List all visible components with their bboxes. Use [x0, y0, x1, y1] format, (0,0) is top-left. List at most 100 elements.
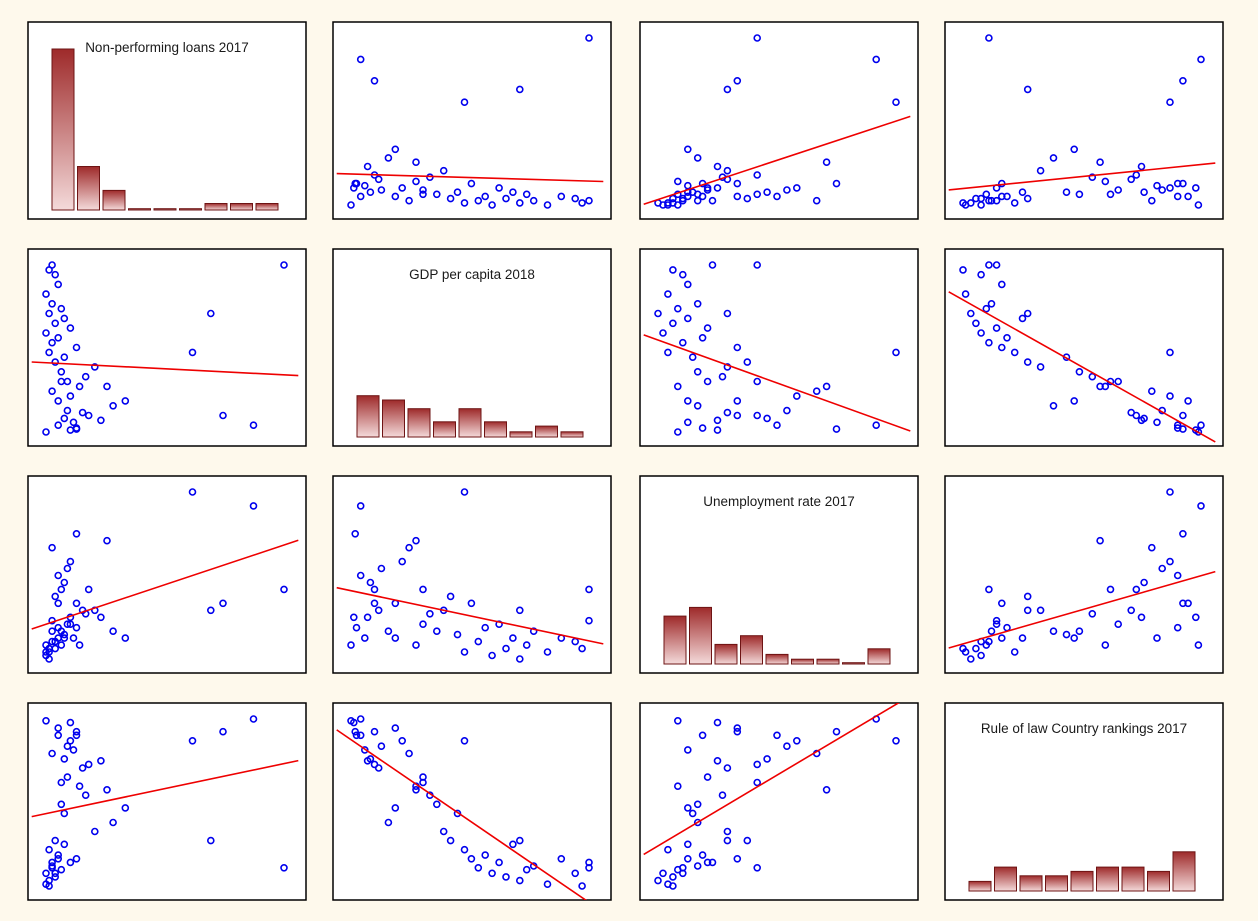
scatter-point	[1114, 620, 1122, 629]
panel-r1-c0	[27, 248, 307, 447]
scatter-point	[1127, 606, 1135, 615]
scatter-point	[977, 651, 985, 660]
scatter-point	[426, 609, 434, 618]
scatter-point	[972, 319, 980, 328]
scatter-point	[103, 382, 111, 391]
histogram-bar	[663, 615, 687, 665]
scatter-point	[188, 348, 197, 357]
histogram-bar	[714, 643, 738, 665]
scatter-point	[45, 309, 53, 318]
scatter-point	[51, 592, 60, 601]
scatter-point	[72, 854, 81, 863]
scatter-point	[1018, 634, 1027, 642]
scatter-point	[892, 98, 900, 106]
diagonal-title: Unemployment rate 2017	[703, 494, 855, 509]
scatter-point	[97, 416, 105, 425]
scatter-point	[103, 785, 111, 794]
scatter-point	[57, 585, 66, 594]
scatter-point	[103, 536, 111, 545]
scatter-point	[370, 599, 379, 608]
scatter-point	[723, 836, 732, 845]
regression-line	[336, 586, 604, 645]
scatter-point	[1106, 190, 1115, 199]
scatter-point	[1088, 173, 1097, 181]
histogram-bar	[560, 431, 584, 438]
regression-line	[948, 162, 1216, 191]
scatter-point	[673, 782, 682, 791]
histogram-bar	[689, 606, 712, 665]
scatter-point	[42, 329, 50, 337]
scatter-point	[982, 190, 991, 199]
scatter-point	[1153, 181, 1161, 190]
scatter-point	[723, 166, 732, 175]
scatter-point	[543, 201, 552, 209]
scatter-point	[48, 338, 56, 347]
scatter-point	[753, 261, 762, 269]
scatter-point	[733, 727, 742, 736]
scatter-point	[578, 882, 586, 890]
scatter-point	[1179, 599, 1187, 608]
scatter-point	[683, 840, 692, 849]
histogram-bar	[968, 880, 992, 892]
scatter-point	[743, 194, 752, 203]
scatter-point	[1148, 387, 1156, 396]
scatter-point	[972, 644, 980, 653]
scatter-point	[543, 880, 552, 889]
scatter-point	[959, 644, 967, 653]
scatter-point	[57, 377, 66, 386]
scatter-point	[664, 348, 672, 357]
scatter-point	[673, 382, 682, 391]
scatter-point	[708, 196, 717, 205]
scatter-point	[48, 858, 56, 867]
scatter-point	[374, 175, 383, 184]
scatter-point	[57, 778, 66, 787]
scatter-point	[481, 623, 490, 632]
scatter-point	[792, 392, 801, 400]
scatter-point	[1166, 488, 1174, 496]
scatter-point	[673, 428, 682, 436]
panel-r3-c3: Rule of law Country rankings 2017	[944, 702, 1224, 901]
panel-r0-c1	[332, 21, 612, 220]
scatter-point	[66, 858, 75, 867]
panel-frame	[27, 248, 307, 447]
scatter-point	[557, 192, 566, 201]
scatter-point	[45, 845, 53, 854]
scatter-point	[384, 627, 393, 636]
scatter-point	[439, 827, 448, 836]
scatter-point	[708, 858, 717, 867]
panel-r3-c0	[27, 702, 307, 901]
scatter-point	[1173, 571, 1182, 580]
scatter-point	[522, 865, 531, 874]
scatter-point	[1137, 416, 1146, 425]
scatter-point	[1096, 382, 1104, 391]
scatter-point	[977, 270, 985, 279]
scatter-point	[703, 377, 712, 386]
scatter-point	[763, 188, 771, 196]
scatter-point	[1184, 397, 1192, 405]
scatter-point	[467, 179, 476, 188]
scatter-point	[352, 179, 361, 188]
scatter-point	[985, 261, 993, 269]
scatter-point	[60, 314, 69, 323]
scatter-point	[683, 280, 692, 289]
scatter-point	[669, 319, 677, 328]
scatter-point	[432, 627, 441, 636]
scatter-point	[1023, 309, 1032, 318]
scatter-point	[1140, 578, 1148, 587]
scatter-point	[347, 641, 355, 649]
scatter-point	[460, 736, 469, 745]
scatter-point	[1166, 557, 1174, 566]
scatter-point	[63, 564, 72, 573]
scatter-point	[992, 620, 1001, 629]
scatter-point	[57, 304, 66, 313]
scatter-point	[207, 836, 215, 845]
scatter-point	[391, 724, 400, 732]
scatter-point	[1106, 585, 1115, 594]
scatter-point	[460, 488, 469, 496]
scatter-point	[1184, 599, 1192, 608]
scatter-point	[60, 840, 69, 849]
scatter-point	[997, 192, 1006, 201]
scatter-point	[822, 158, 831, 166]
histogram-bar	[740, 635, 763, 665]
scatter-point	[54, 571, 63, 580]
